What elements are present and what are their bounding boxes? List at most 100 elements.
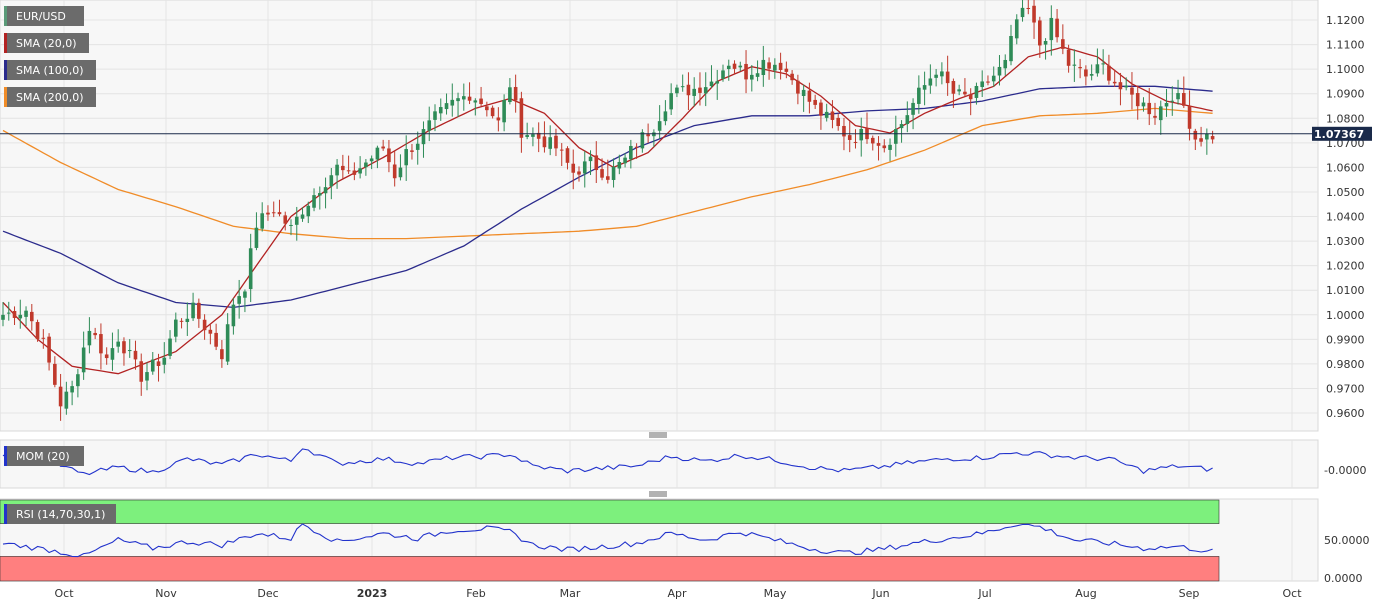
candle [415,131,420,165]
candle [980,70,984,98]
sma-200-line [2,107,1213,240]
rsi-oversold-zone [0,556,1220,582]
candle-body [490,107,495,117]
candle-body [796,80,800,94]
candle-body [531,134,535,137]
candle [191,292,195,321]
candle [12,306,17,325]
candle [450,83,455,117]
month-label: Mar [560,587,581,600]
candle-body [986,81,990,83]
price-grid [0,0,1318,431]
candle-body [1038,20,1042,46]
candle [473,98,478,116]
candle-body [387,148,391,163]
candle [1066,44,1071,73]
candle [174,312,178,343]
candle-body [813,99,817,105]
legend-sma-200[interactable]: SMA (200,0) [4,87,96,107]
candle [323,177,328,209]
candle [709,65,714,89]
panel-splitter-2[interactable] [649,491,667,497]
price-tick-label: 1.0100 [1326,284,1365,297]
candle [1205,128,1209,155]
candle-body [352,170,357,175]
candle-body [467,96,472,101]
candle-body [277,212,282,215]
candle-body [110,348,115,360]
candle-body [1,314,5,320]
candle-body [473,100,478,103]
candle [1032,0,1036,39]
candle-body [220,349,224,360]
candle [513,74,518,113]
candle-body [381,146,385,149]
candle [1124,77,1128,91]
candle [398,154,403,181]
candle [847,121,852,153]
candle-body [686,84,691,96]
rsi-tick-label: 50.0000 [1324,534,1370,547]
price-tick-label: 1.0400 [1326,211,1365,224]
month-label: Dec [257,587,278,600]
candle [485,101,489,117]
candle-body [761,59,766,76]
candle [467,82,472,105]
candle-body [836,117,840,127]
rsi-line [2,523,1213,558]
candle-body [404,149,408,166]
candle-body [934,74,938,78]
candle-body [1130,87,1134,95]
candle [289,219,293,236]
candle-body [70,386,74,393]
candle-body [168,338,172,356]
candle [93,327,97,340]
candle [940,62,944,85]
price-tick-label: 1.1200 [1326,14,1365,27]
candle [773,58,777,79]
candle-body [830,111,835,120]
legend-sma-100[interactable]: SMA (100,0) [4,60,96,80]
candle-body [122,341,126,354]
candle-body [47,336,51,363]
candle [1176,79,1180,105]
legend-momentum[interactable]: MOM (20) [4,446,84,466]
candle-body [358,168,362,174]
momentum-path [2,448,1213,476]
month-label: Feb [466,587,485,600]
candle-body [202,319,207,331]
candle-body [1170,100,1175,102]
candle [519,91,524,153]
candle [1199,126,1203,147]
panel-splitter-1[interactable] [649,432,667,438]
candle [283,211,288,231]
candle [300,207,305,222]
candle-body [951,80,956,94]
candle [145,362,149,391]
candle-body [433,111,437,120]
price-tick-label: 0.9800 [1326,358,1365,371]
candle-body [899,124,904,129]
candle-body [1199,138,1203,142]
candle [76,368,80,398]
candle [853,129,858,149]
candle-body [116,341,120,347]
candle-body [104,354,109,359]
candle [634,143,639,159]
candle-body [214,332,218,347]
candle-body [156,361,161,366]
legend-sma-20[interactable]: SMA (20,0) [4,33,89,53]
candle [433,104,437,132]
candle-body [398,167,403,178]
candle [47,333,51,371]
candle [1026,0,1031,15]
candle [404,135,408,181]
candle [894,115,898,157]
candle [1210,130,1215,144]
legend-symbol[interactable]: EUR/USD [4,6,84,26]
legend-rsi[interactable]: RSI (14,70,30,1) [4,504,116,524]
candle-body [375,147,380,160]
price-tick-label: 0.9700 [1326,382,1365,395]
candle [444,93,449,115]
candle [588,150,593,176]
